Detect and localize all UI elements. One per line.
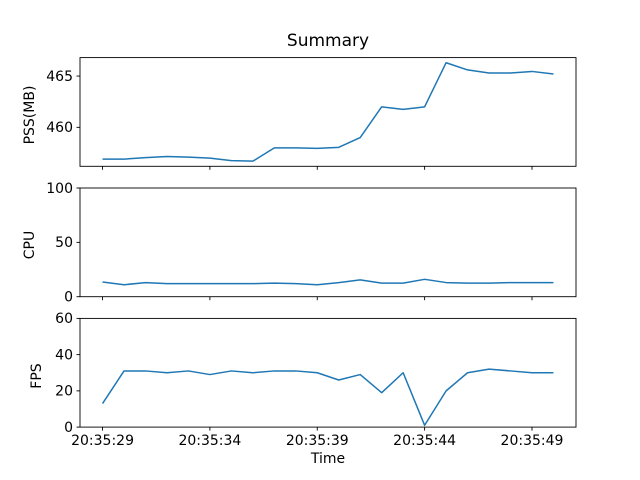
axes-frame: [79, 187, 577, 298]
axes-frame: [79, 317, 577, 428]
pss-series-line: [102, 61, 554, 162]
subplot-cpu: 0 50 100: [46, 181, 577, 305]
y-tick-label: 0: [64, 289, 73, 305]
y-tick-label: 465: [46, 69, 73, 85]
y-tick-label: 20: [55, 384, 73, 400]
y-tick-label: 50: [55, 235, 73, 251]
chart-title: Summary: [286, 31, 370, 51]
y-tick-label: 40: [55, 347, 73, 363]
y-tick-label: 460: [46, 120, 73, 136]
subplot-pss: 460 465: [46, 57, 577, 170]
y-tick-label: 60: [55, 311, 73, 327]
y-tick-label: 0: [64, 420, 73, 436]
x-tick-label: 20:35:49: [501, 433, 564, 449]
x-tick-label: 20:35:29: [71, 433, 134, 449]
axes-frame: [79, 57, 577, 167]
cpu-series-line: [102, 278, 554, 286]
x-tick-label: 20:35:34: [178, 433, 241, 449]
subplot-fps: 0 20 40 60 20:35:29 20:35:34 20:35:39 20:35:44 2…: [55, 311, 577, 449]
y-tick-label: 100: [46, 181, 73, 197]
x-tick-label: 20:35:39: [286, 433, 349, 449]
x-tick-label: 20:35:44: [393, 433, 456, 449]
x-axis-label: Time: [310, 451, 346, 467]
fps-series-line: [101, 368, 554, 427]
